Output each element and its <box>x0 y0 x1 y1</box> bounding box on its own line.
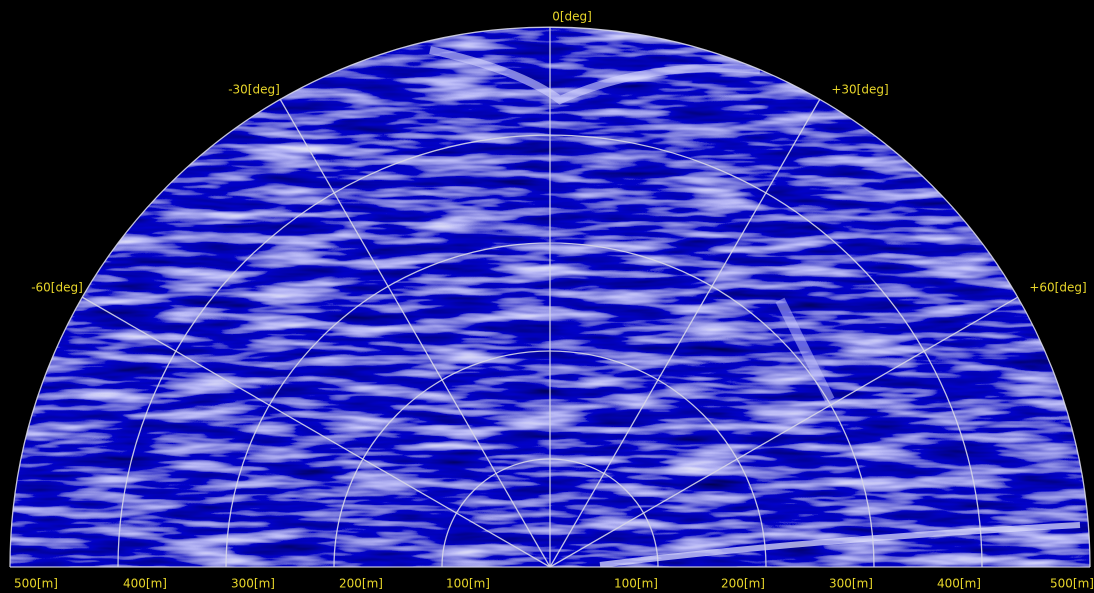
range-label: 200[m] <box>339 577 383 591</box>
range-label: 500[m] <box>14 577 58 591</box>
range-label: 500[m] <box>1050 577 1094 591</box>
range-label: 100[m] <box>614 577 658 591</box>
angle-label: +30[deg] <box>831 83 888 97</box>
angle-label: 0[deg] <box>552 10 592 24</box>
range-label: 300[m] <box>829 577 873 591</box>
range-label: 100[m] <box>446 577 490 591</box>
range-label: 200[m] <box>721 577 765 591</box>
range-label: 400[m] <box>123 577 167 591</box>
sonar-display: 0[deg] -30[deg] +30[deg] -60[deg] +60[de… <box>0 0 1094 593</box>
angle-label: -30[deg] <box>228 83 280 97</box>
angle-label: +60[deg] <box>1029 281 1086 295</box>
range-label: 300[m] <box>231 577 275 591</box>
angle-label: -60[deg] <box>31 281 83 295</box>
range-label: 400[m] <box>937 577 981 591</box>
page: {"angle_labels": ["0[deg]", "-30[deg]", … <box>0 0 1094 593</box>
